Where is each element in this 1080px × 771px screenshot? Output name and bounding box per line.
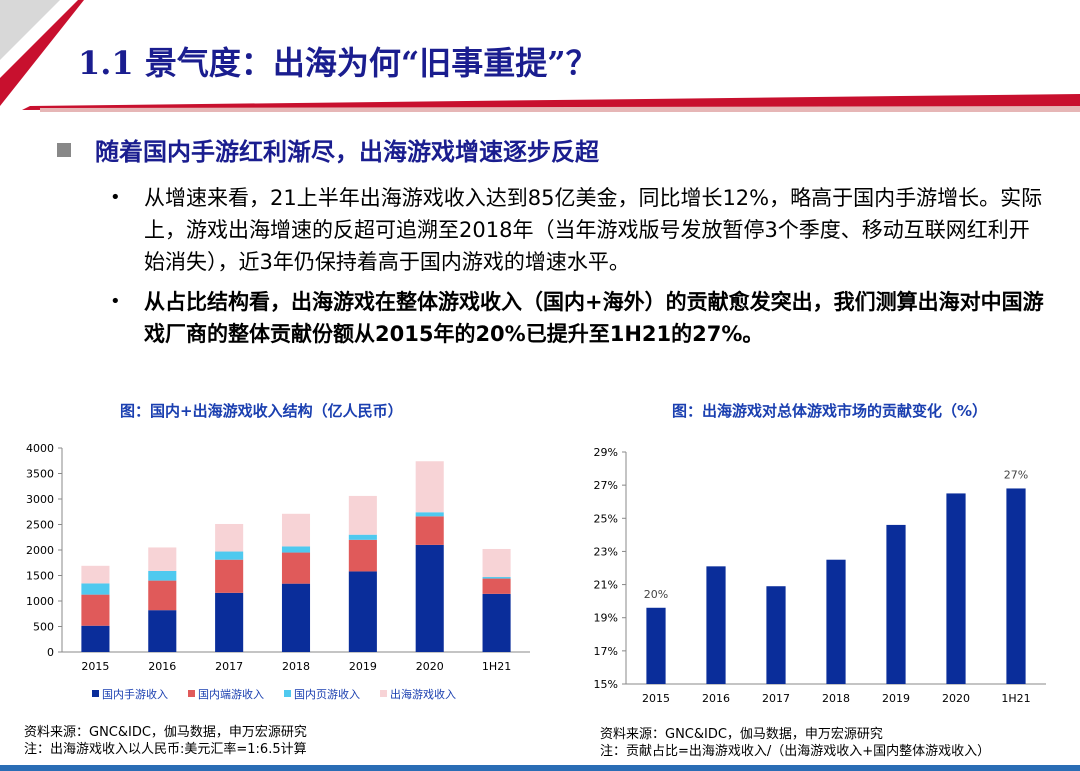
y-tick-label: 4000 bbox=[26, 442, 54, 455]
footer-bar bbox=[0, 765, 1080, 771]
x-tick-label: 2019 bbox=[349, 660, 377, 673]
y-tick-label: 21% bbox=[594, 579, 618, 592]
bar bbox=[706, 566, 726, 684]
bar-segment bbox=[81, 583, 110, 595]
bar-segment bbox=[348, 495, 377, 535]
bar-segment bbox=[482, 578, 511, 594]
y-tick-label: 1500 bbox=[26, 570, 54, 583]
bar-segment bbox=[482, 577, 511, 579]
bar-segment bbox=[215, 523, 244, 552]
y-tick-label: 2500 bbox=[26, 519, 54, 532]
legend-label: 国内手游收入 bbox=[102, 687, 168, 701]
legend-swatch bbox=[92, 690, 99, 697]
chart1-source: 资料来源：GNC&IDC，伽马数据，申万宏源研究 注：出海游戏收入以人民币:美元… bbox=[24, 724, 307, 758]
bullet-item: • 从增速来看，21上半年出海游戏收入达到85亿美金，同比增长12%，略高于国内… bbox=[110, 182, 1050, 278]
x-tick-label: 2015 bbox=[81, 660, 109, 673]
y-tick-label: 1000 bbox=[26, 595, 54, 608]
data-label: 20% bbox=[644, 588, 668, 601]
bar-segment bbox=[348, 534, 377, 540]
bar-segment bbox=[215, 592, 244, 652]
bar-segment bbox=[482, 548, 511, 578]
x-tick-label: 2017 bbox=[762, 692, 790, 705]
section-heading: 随着国内手游红利渐尽，出海游戏增速逐步反超 bbox=[57, 132, 599, 167]
y-tick-label: 23% bbox=[594, 545, 618, 558]
bar-segment bbox=[348, 539, 377, 572]
bar-segment bbox=[415, 516, 444, 545]
x-tick-label: 2016 bbox=[702, 692, 730, 705]
page-title: 1.1 景气度：出海为何“旧事重提”？ bbox=[78, 44, 598, 82]
bar-segment bbox=[81, 625, 110, 652]
bar-segment bbox=[81, 594, 110, 626]
bar-segment bbox=[81, 565, 110, 584]
bullet-dot-icon: • bbox=[110, 187, 121, 208]
source-line: 资料来源：GNC&IDC，伽马数据，申万宏源研究 bbox=[600, 727, 883, 742]
bar-segment bbox=[281, 513, 311, 547]
y-tick-label: 27% bbox=[594, 479, 618, 492]
bar-segment bbox=[415, 544, 444, 652]
chart1-title: 图：国内+出海游戏收入结构（亿人民币） bbox=[120, 402, 403, 420]
bar bbox=[946, 493, 966, 684]
bar-segment bbox=[148, 570, 177, 581]
bar-segment bbox=[148, 547, 177, 571]
bar bbox=[766, 586, 786, 684]
bar-segment bbox=[415, 512, 444, 517]
bar-segment bbox=[148, 610, 177, 652]
note-line: 注：出海游戏收入以人民币:美元汇率=1:6.5计算 bbox=[24, 742, 307, 757]
legend-swatch bbox=[188, 690, 195, 697]
bar bbox=[886, 524, 906, 684]
source-line: 资料来源：GNC&IDC，伽马数据，申万宏源研究 bbox=[24, 725, 307, 740]
legend-label: 国内页游收入 bbox=[294, 687, 360, 701]
x-tick-label: 2019 bbox=[882, 692, 910, 705]
y-tick-label: 0 bbox=[47, 646, 54, 659]
legend-label: 出海游戏收入 bbox=[390, 687, 456, 701]
bar-segment bbox=[281, 546, 311, 553]
x-tick-label: 2016 bbox=[148, 660, 176, 673]
y-tick-label: 17% bbox=[594, 645, 618, 658]
data-label: 27% bbox=[1004, 468, 1028, 481]
header-decoration bbox=[0, 0, 1080, 120]
bullet-text: 从增速来看，21上半年出海游戏收入达到85亿美金，同比增长12%，略高于国内手游… bbox=[144, 186, 1043, 274]
bar bbox=[1006, 488, 1026, 684]
x-tick-label: 2015 bbox=[642, 692, 670, 705]
section-heading-text: 随着国内手游红利渐尽，出海游戏增速逐步反超 bbox=[95, 138, 599, 166]
bar bbox=[646, 607, 666, 684]
note-line: 注：贡献占比=出海游戏收入/（出海游戏收入+国内整体游戏收入） bbox=[600, 744, 991, 759]
legend-label: 国内端游收入 bbox=[198, 687, 264, 701]
legend-swatch bbox=[380, 690, 387, 697]
x-tick-label: 2018 bbox=[822, 692, 850, 705]
chart2-title: 图：出海游戏对总体游戏市场的贡献变化（%） bbox=[672, 402, 988, 420]
bar-segment bbox=[281, 552, 311, 584]
bar-segment bbox=[281, 583, 311, 652]
bar-segment bbox=[215, 559, 244, 593]
x-tick-label: 2020 bbox=[942, 692, 970, 705]
y-tick-label: 19% bbox=[594, 612, 618, 625]
x-tick-label: 1H21 bbox=[482, 660, 511, 673]
y-tick-label: 25% bbox=[594, 512, 618, 525]
chart2-source: 资料来源：GNC&IDC，伽马数据，申万宏源研究 注：贡献占比=出海游戏收入/（… bbox=[600, 726, 990, 760]
bar-segment bbox=[348, 571, 377, 652]
y-tick-label: 15% bbox=[594, 678, 618, 691]
y-tick-label: 500 bbox=[33, 621, 54, 634]
bar-segment bbox=[415, 461, 444, 513]
bullet-list: • 从增速来看，21上半年出海游戏收入达到85亿美金，同比增长12%，略高于国内… bbox=[110, 182, 1050, 350]
bullet-item: • 从占比结构看，出海游戏在整体游戏收入（国内+海外）的贡献愈发突出，我们测算出… bbox=[110, 286, 1050, 350]
bullet-text: 从占比结构看，出海游戏在整体游戏收入（国内+海外）的贡献愈发突出，我们测算出海对… bbox=[144, 290, 1044, 346]
contribution-chart: 15% 17% 19% 21% 23% 25% 27% 29% 2015 20% 2016 2017 2… bbox=[594, 446, 1046, 705]
x-tick-label: 1H21 bbox=[1001, 692, 1030, 705]
x-tick-label: 2017 bbox=[215, 660, 243, 673]
bar-segment bbox=[148, 580, 177, 611]
revenue-structure-chart: 0 500 1000 1500 2000 2500 3000 3500 4000 2015 2016… bbox=[26, 442, 530, 701]
y-tick-label: 2000 bbox=[26, 544, 54, 557]
legend-swatch bbox=[284, 690, 291, 697]
bar bbox=[826, 559, 846, 684]
y-tick-label: 29% bbox=[594, 446, 618, 459]
bar-segment bbox=[215, 551, 244, 560]
y-tick-label: 3500 bbox=[26, 468, 54, 481]
y-tick-label: 3000 bbox=[26, 493, 54, 506]
square-bullet-icon bbox=[57, 142, 71, 157]
bar-segment bbox=[482, 593, 511, 652]
x-tick-label: 2020 bbox=[416, 660, 444, 673]
bullet-dot-icon: • bbox=[110, 291, 121, 312]
x-tick-label: 2018 bbox=[282, 660, 310, 673]
